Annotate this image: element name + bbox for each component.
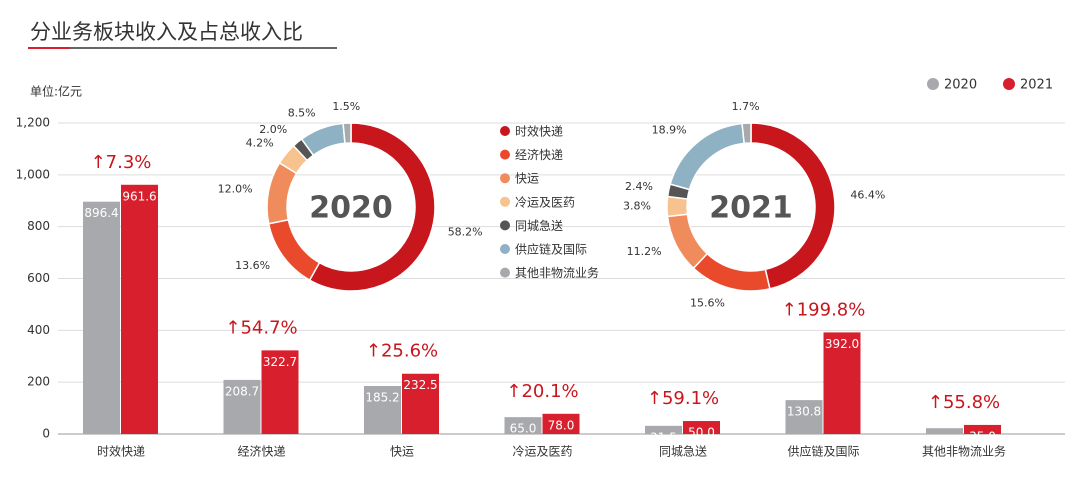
legend-label: 同城急送 [515,218,563,233]
value-label: 208.7 [225,384,259,398]
legend-label: 供应链及国际 [515,242,587,257]
donut-segment [308,122,436,292]
x-tick-label: 其他非物流业务 [922,444,1006,459]
legend-marker [500,173,510,184]
donut-label: 1.5% [332,100,360,113]
x-tick-label: 冷运及医药 [512,445,572,459]
value-label: 35.0 [969,429,996,443]
value-label: 130.8 [787,405,821,419]
y-tick-label: 400 [27,323,50,337]
bar [223,379,261,434]
donut-segment [266,161,298,225]
legend-marker [500,220,510,231]
x-tick-label: 同城急送 [659,444,707,459]
legend-label: 2021 [1020,78,1053,93]
legend-label: 经济快递 [515,147,563,162]
legend-marker [927,78,939,90]
value-label: 185.2 [365,391,399,405]
donut-label: 4.2% [246,137,274,150]
donut-segment [342,122,352,145]
bar [542,413,580,434]
donut-label: 18.9% [652,124,687,137]
growth-annotation: ↑20.1% [506,381,578,402]
value-label: 961.6 [122,189,156,203]
legend-label: 冷运及医药 [515,195,575,209]
bar [683,421,720,434]
bar [83,201,120,434]
value-label: 232.5 [403,378,437,392]
donut-segment [666,195,689,218]
donut-label: 2.4% [625,180,653,193]
y-tick-label: 1,200 [16,116,50,130]
chart-title: 分业务板块收入及占总收入比 [30,20,303,44]
donut-label: 58.2% [448,225,483,238]
y-tick-label: 200 [27,375,50,389]
donut-label: 1.7% [732,100,760,113]
y-tick-label: 1,000 [16,167,50,181]
value-label: 22.4 [931,433,958,447]
bar [645,425,682,434]
growth-annotation: ↑54.7% [225,317,297,338]
bar [402,373,439,434]
growth-annotation: ↑199.8% [782,299,866,320]
bar [964,424,1001,434]
donut-label: 46.4% [850,189,885,202]
y-tick-label: 600 [27,271,50,285]
legend-marker [500,267,510,278]
x-tick-label: 时效快递 [97,444,145,459]
legend-marker [1003,78,1015,90]
y-tick-label: 800 [27,219,50,233]
legend-marker [500,196,510,207]
donut-label: 8.5% [288,106,316,119]
donut-label: 2.0% [259,123,287,136]
unit-label: 单位:亿元 [30,84,82,99]
donut-segment [267,218,321,282]
value-label: 65.0 [510,422,537,436]
bar [364,386,401,434]
legend-label: 2020 [944,78,977,93]
donut-label: 11.2% [627,245,662,258]
legend-label: 时效快递 [515,124,563,139]
value-label: 392.0 [825,337,859,351]
growth-annotation: ↑59.1% [647,388,719,409]
donut-center-label: 2020 [309,191,393,226]
bar [261,350,299,434]
value-label: 896.4 [84,206,118,220]
donut-label: 3.8% [623,199,651,212]
legend-marker [500,244,510,254]
donut-segment [666,213,709,270]
legend-marker [500,149,510,160]
value-label: 78.0 [548,418,575,432]
growth-annotation: ↑55.8% [928,392,1000,413]
bar [823,332,861,434]
legend-label: 快运 [515,172,539,186]
donut-segment [741,122,752,145]
value-label: 322.7 [263,355,297,369]
donut-label: 13.6% [235,259,270,272]
growth-annotation: ↑25.6% [366,341,438,362]
donut-segment [750,122,836,290]
value-label: 50.0 [688,426,715,440]
x-tick-label: 供应链及国际 [787,444,859,459]
bar [504,417,542,434]
growth-annotation: ↑7.3% [91,152,152,173]
donut-label: 12.0% [218,182,253,195]
legend-label: 其他非物流业务 [515,265,599,280]
legend-marker [500,126,510,136]
value-label: 31.5 [650,430,677,444]
bar [785,400,823,434]
x-tick-label: 快运 [390,445,414,459]
donut-label: 15.6% [690,297,725,310]
donut-center-label: 2021 [709,191,793,226]
x-tick-label: 经济快递 [237,444,285,459]
y-tick-label: 0 [42,427,50,441]
bar [926,428,963,434]
donut-segment [692,252,771,292]
bar [121,184,158,434]
